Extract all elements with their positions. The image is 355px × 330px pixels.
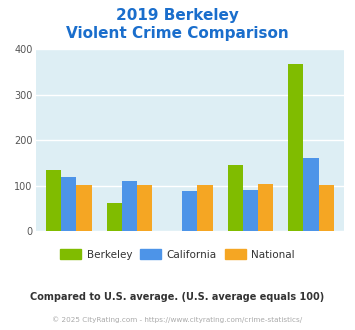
Bar [304, 158, 319, 231]
Bar [288, 64, 304, 231]
Text: 2019 Berkeley: 2019 Berkeley [116, 8, 239, 23]
Bar [61, 177, 76, 231]
Bar [258, 184, 273, 231]
Bar [197, 185, 213, 231]
Bar [46, 170, 61, 231]
Bar [243, 190, 258, 231]
Legend: Berkeley, California, National: Berkeley, California, National [56, 245, 299, 264]
Bar [182, 191, 197, 231]
Bar [137, 185, 152, 231]
Text: © 2025 CityRating.com - https://www.cityrating.com/crime-statistics/: © 2025 CityRating.com - https://www.city… [53, 316, 302, 323]
Bar [106, 203, 122, 231]
Text: Compared to U.S. average. (U.S. average equals 100): Compared to U.S. average. (U.S. average … [31, 292, 324, 302]
Bar [76, 185, 92, 231]
Text: Violent Crime Comparison: Violent Crime Comparison [66, 26, 289, 41]
Bar [319, 185, 334, 231]
Bar [228, 165, 243, 231]
Bar [122, 181, 137, 231]
